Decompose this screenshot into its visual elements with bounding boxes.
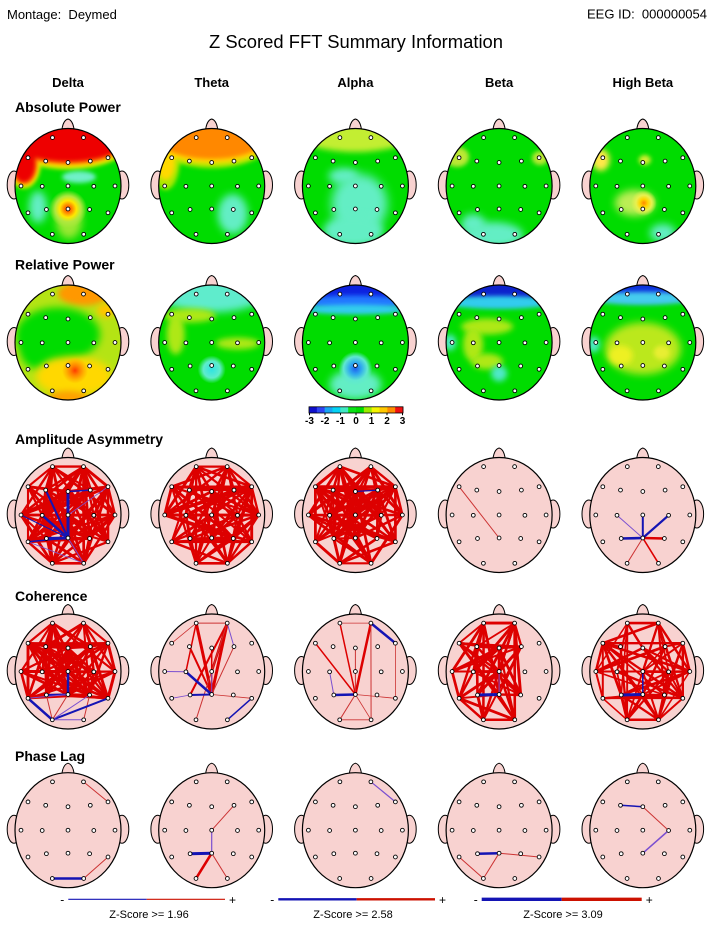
svg-text:Delta: Delta	[52, 75, 85, 90]
svg-text:Coherence: Coherence	[15, 588, 88, 604]
svg-text:Theta: Theta	[194, 75, 229, 90]
svg-text:-: -	[474, 892, 478, 906]
svg-text:EEG ID: 000000054: EEG ID: 000000054	[587, 7, 707, 22]
svg-text:+: +	[229, 893, 236, 907]
svg-text:-1: -1	[336, 416, 345, 427]
svg-text:Alpha: Alpha	[337, 75, 374, 90]
svg-text:1: 1	[369, 416, 375, 427]
svg-text:Relative Power: Relative Power	[15, 257, 115, 273]
svg-text:Z-Score >= 3.09: Z-Score >= 3.09	[523, 909, 603, 921]
svg-text:High Beta: High Beta	[612, 75, 673, 90]
svg-text:Z-Score >= 2.58: Z-Score >= 2.58	[313, 909, 393, 921]
svg-text:+: +	[439, 893, 446, 907]
svg-text:Z Scored FFT Summary Informati: Z Scored FFT Summary Information	[209, 31, 503, 52]
svg-text:Beta: Beta	[485, 75, 514, 90]
svg-text:-: -	[270, 892, 274, 906]
svg-text:0: 0	[353, 416, 359, 427]
svg-text:Phase Lag: Phase Lag	[15, 748, 85, 764]
svg-text:Absolute Power: Absolute Power	[15, 99, 121, 115]
svg-text:3: 3	[400, 416, 406, 427]
svg-text:2: 2	[384, 416, 390, 427]
svg-text:-: -	[60, 892, 64, 906]
svg-text:Z-Score >= 1.96: Z-Score >= 1.96	[109, 909, 189, 921]
svg-text:+: +	[646, 893, 653, 907]
svg-text:-2: -2	[321, 416, 330, 427]
svg-text:Montage: Deymed: Montage: Deymed	[7, 7, 117, 22]
svg-text:-3: -3	[305, 416, 314, 427]
svg-text:Amplitude Asymmetry: Amplitude Asymmetry	[15, 431, 163, 447]
